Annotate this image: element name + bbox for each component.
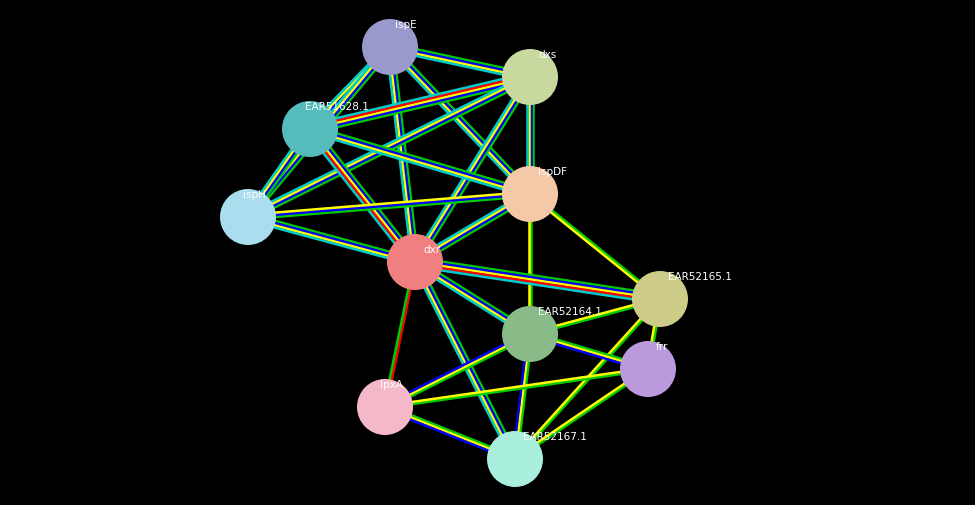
Text: ispH: ispH — [243, 189, 266, 199]
Text: EAR51628.1: EAR51628.1 — [305, 102, 369, 112]
Circle shape — [620, 341, 676, 397]
Text: ispDF: ispDF — [538, 167, 567, 177]
Text: ispE: ispE — [395, 20, 416, 30]
Circle shape — [362, 20, 418, 76]
Text: dxs: dxs — [538, 50, 557, 60]
Circle shape — [502, 50, 558, 106]
Text: dxr: dxr — [423, 244, 440, 255]
Text: EAR52164.1: EAR52164.1 — [538, 307, 602, 316]
Text: EAR52165.1: EAR52165.1 — [668, 272, 732, 281]
Circle shape — [487, 431, 543, 487]
Text: frr: frr — [656, 341, 669, 351]
Circle shape — [632, 272, 688, 327]
Text: lpxA: lpxA — [380, 379, 403, 389]
Circle shape — [282, 102, 338, 158]
Circle shape — [357, 379, 413, 435]
Text: EAR52167.1: EAR52167.1 — [523, 431, 587, 441]
Circle shape — [387, 234, 443, 290]
Circle shape — [502, 167, 558, 223]
Circle shape — [220, 189, 276, 245]
Circle shape — [502, 307, 558, 362]
